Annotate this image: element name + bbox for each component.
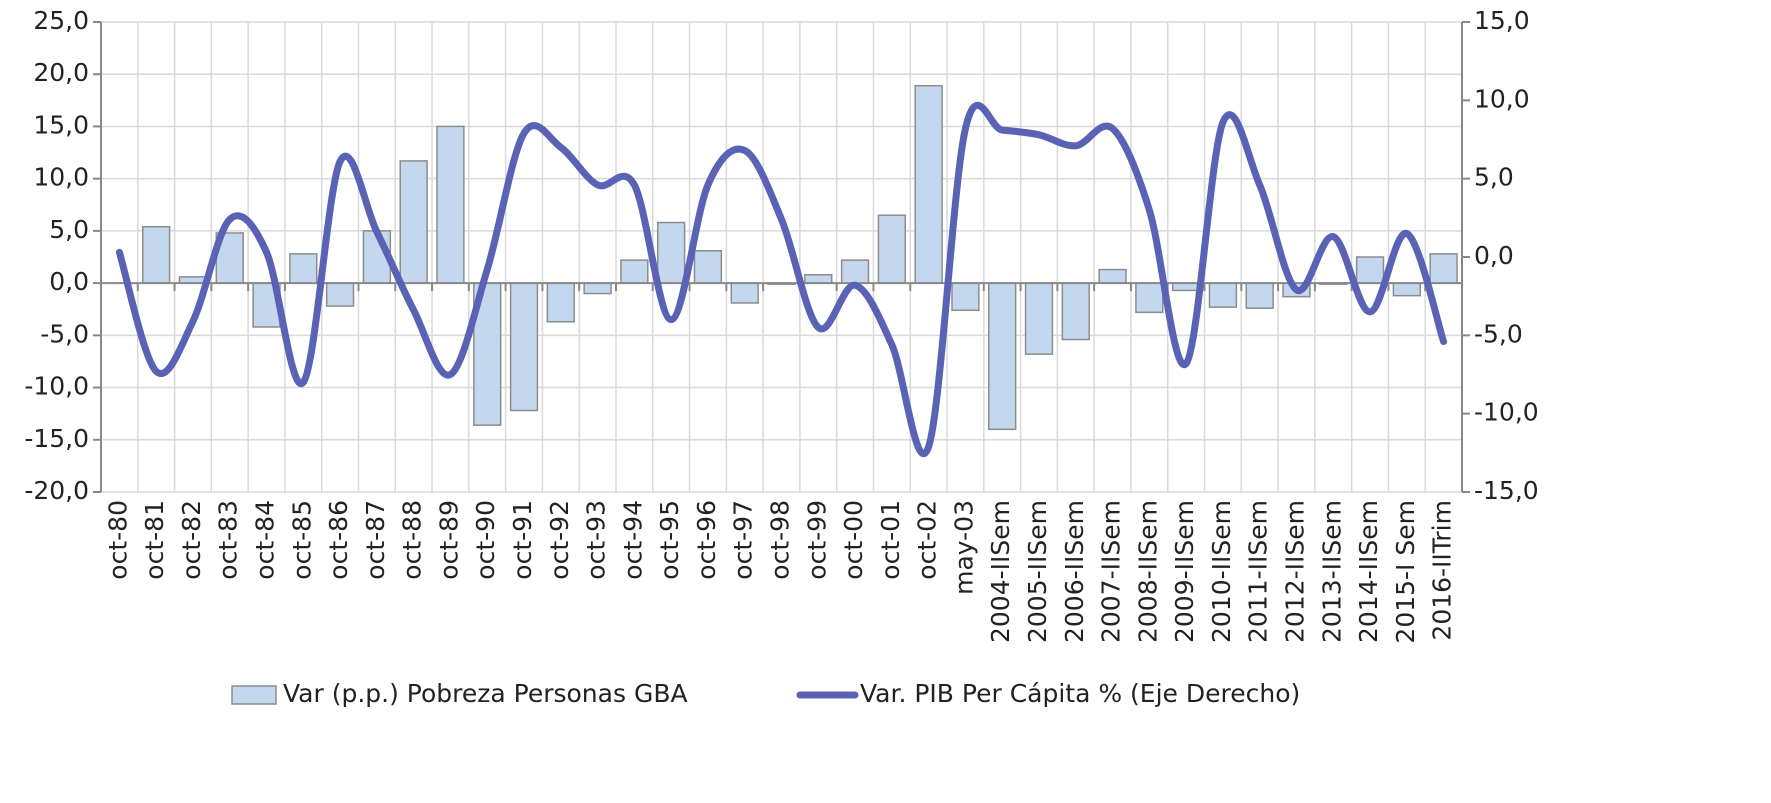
bar	[693, 249, 723, 284]
x-tick-label: 2011-IISem	[1244, 500, 1273, 643]
x-tick-label: oct-90	[471, 500, 500, 580]
y2-tick-label: 15,0	[1474, 6, 1530, 35]
x-tick-label: oct-98	[766, 500, 795, 580]
y-tick-label: -5,0	[40, 319, 89, 348]
bar	[1061, 282, 1090, 341]
x-tick-label: 2012-IISem	[1280, 500, 1309, 643]
bar	[1171, 282, 1201, 292]
x-tick-label: oct-84	[251, 500, 280, 580]
x-tick-label: oct-88	[398, 500, 427, 580]
x-tick-label: oct-96	[692, 500, 721, 580]
y-tick-label: 5,0	[49, 215, 89, 244]
y2-tick-label: -10,0	[1474, 398, 1539, 427]
x-tick-label: oct-92	[545, 500, 574, 580]
bar	[436, 125, 465, 284]
x-tick-label: oct-94	[618, 500, 647, 580]
bar	[620, 259, 649, 284]
y-tick-label: 25,0	[33, 6, 89, 35]
bar	[546, 282, 575, 323]
x-tick-label: 2004-IISem	[986, 500, 1015, 643]
x-tick-label: oct-91	[508, 500, 537, 580]
x-tick-label: oct-01	[876, 500, 905, 580]
x-tick-label: oct-83	[214, 500, 243, 580]
legend-label: Var. PIB Per Cápita % (Eje Derecho)	[860, 679, 1300, 708]
y2-tick-label: 5,0	[1474, 163, 1514, 192]
y2-tick-label: -15,0	[1474, 476, 1539, 505]
y2-tick-label: 10,0	[1474, 84, 1530, 113]
bar	[914, 84, 943, 284]
bar	[988, 282, 1017, 431]
legend-label: Var (p.p.) Pobreza Personas GBA	[283, 679, 688, 708]
bar	[1429, 253, 1458, 284]
x-tick-label: oct-89	[434, 500, 463, 580]
x-tick-label: 2006-IISem	[1060, 500, 1089, 643]
x-tick-label: may-03	[949, 500, 978, 595]
x-tick-label: oct-93	[582, 500, 611, 580]
x-tick-label: oct-97	[729, 500, 758, 580]
y2-tick-label: -5,0	[1474, 319, 1523, 348]
x-tick-label: oct-87	[361, 500, 390, 580]
x-tick-label: oct-80	[103, 500, 132, 580]
y2-tick-label: 0,0	[1474, 241, 1514, 270]
bar	[325, 282, 355, 307]
y-tick-label: 0,0	[49, 267, 89, 296]
y-tick-label: -10,0	[24, 372, 89, 401]
x-tick-label: oct-95	[655, 500, 684, 580]
x-tick-label: 2014-IISem	[1354, 500, 1383, 643]
x-tick-label: oct-00	[839, 500, 868, 580]
y-tick-label: -15,0	[24, 424, 89, 453]
bar	[509, 282, 539, 412]
x-tick-label: oct-86	[324, 500, 353, 580]
y-tick-label: 10,0	[33, 163, 89, 192]
x-tick-label: oct-85	[287, 500, 316, 580]
bar	[1135, 282, 1164, 314]
bar	[399, 160, 428, 284]
bar	[1024, 282, 1054, 355]
x-tick-label: 2007-IISem	[1097, 500, 1126, 643]
bar	[804, 274, 833, 284]
bar	[840, 259, 870, 284]
x-tick-label: 2016-IITrim	[1428, 500, 1457, 641]
y-tick-label: -20,0	[24, 476, 89, 505]
x-tick-label: 2005-IISem	[1023, 500, 1052, 643]
bar	[1392, 282, 1422, 297]
x-tick-label: 2008-IISem	[1133, 500, 1162, 643]
bar	[1245, 282, 1274, 309]
bar	[1098, 268, 1127, 284]
x-tick-label: 2009-IISem	[1170, 500, 1199, 643]
bar	[1355, 256, 1385, 284]
line	[115, 101, 1448, 458]
bar	[656, 221, 686, 284]
x-tick-label: oct-82	[177, 500, 206, 580]
bar	[877, 214, 907, 284]
x-tick-label: oct-99	[802, 500, 831, 580]
x-tick-label: 2010-IISem	[1207, 500, 1236, 643]
x-tick-label: oct-81	[140, 500, 169, 580]
y-tick-label: 20,0	[33, 58, 89, 87]
y-tick-label: 15,0	[33, 110, 89, 139]
bar	[289, 253, 318, 284]
x-tick-label: 2015-I Sem	[1391, 500, 1420, 644]
x-tick-label: oct-02	[913, 500, 942, 580]
x-tick-label: 2013-IISem	[1317, 500, 1346, 643]
bar	[951, 282, 980, 312]
legend-swatch	[231, 685, 277, 705]
bar	[1208, 282, 1238, 308]
bar	[730, 282, 759, 304]
bar	[141, 225, 171, 284]
bar	[583, 282, 612, 295]
